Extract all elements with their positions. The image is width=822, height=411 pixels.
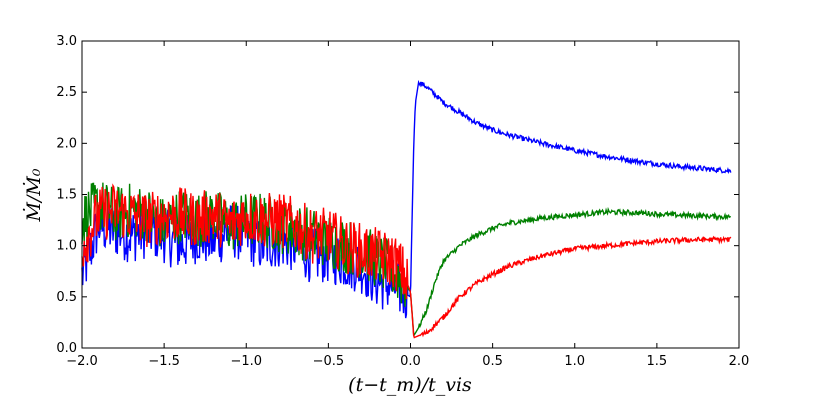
y-tick-label: 3.0 — [56, 34, 77, 49]
x-tick-label: 2.0 — [729, 354, 750, 369]
y-tick-label: 0.0 — [56, 341, 77, 356]
axis-ticks: −2.0 −1.5 −1.0 −0.5 0.0 0.5 1.0 1.5 2.0 0.0 0.5 1.0… — [56, 34, 749, 369]
y-tick-label: 1.0 — [56, 239, 77, 254]
x-tick-label: 0.0 — [400, 354, 421, 369]
x-tick-label: −1.0 — [230, 354, 262, 369]
series-lines — [81, 79, 732, 339]
y-tick-label: 0.5 — [56, 290, 77, 305]
y-tick-label: 2.5 — [56, 85, 77, 100]
x-tick-label: −1.5 — [148, 354, 180, 369]
series-line-3 — [81, 183, 732, 339]
x-tick-label: 0.5 — [482, 354, 503, 369]
y-axis-label: Ṁ/Ṁ₀ — [22, 168, 45, 222]
y-tick-label: 1.5 — [56, 188, 77, 203]
x-tick-label: 1.0 — [564, 354, 585, 369]
x-tick-label: 1.5 — [647, 354, 668, 369]
x-axis-label: (t−t_m)/t_vis — [348, 374, 472, 396]
y-tick-label: 2.0 — [56, 136, 77, 151]
x-tick-label: −0.5 — [313, 354, 345, 369]
x-tick-label: −2.0 — [66, 354, 98, 369]
